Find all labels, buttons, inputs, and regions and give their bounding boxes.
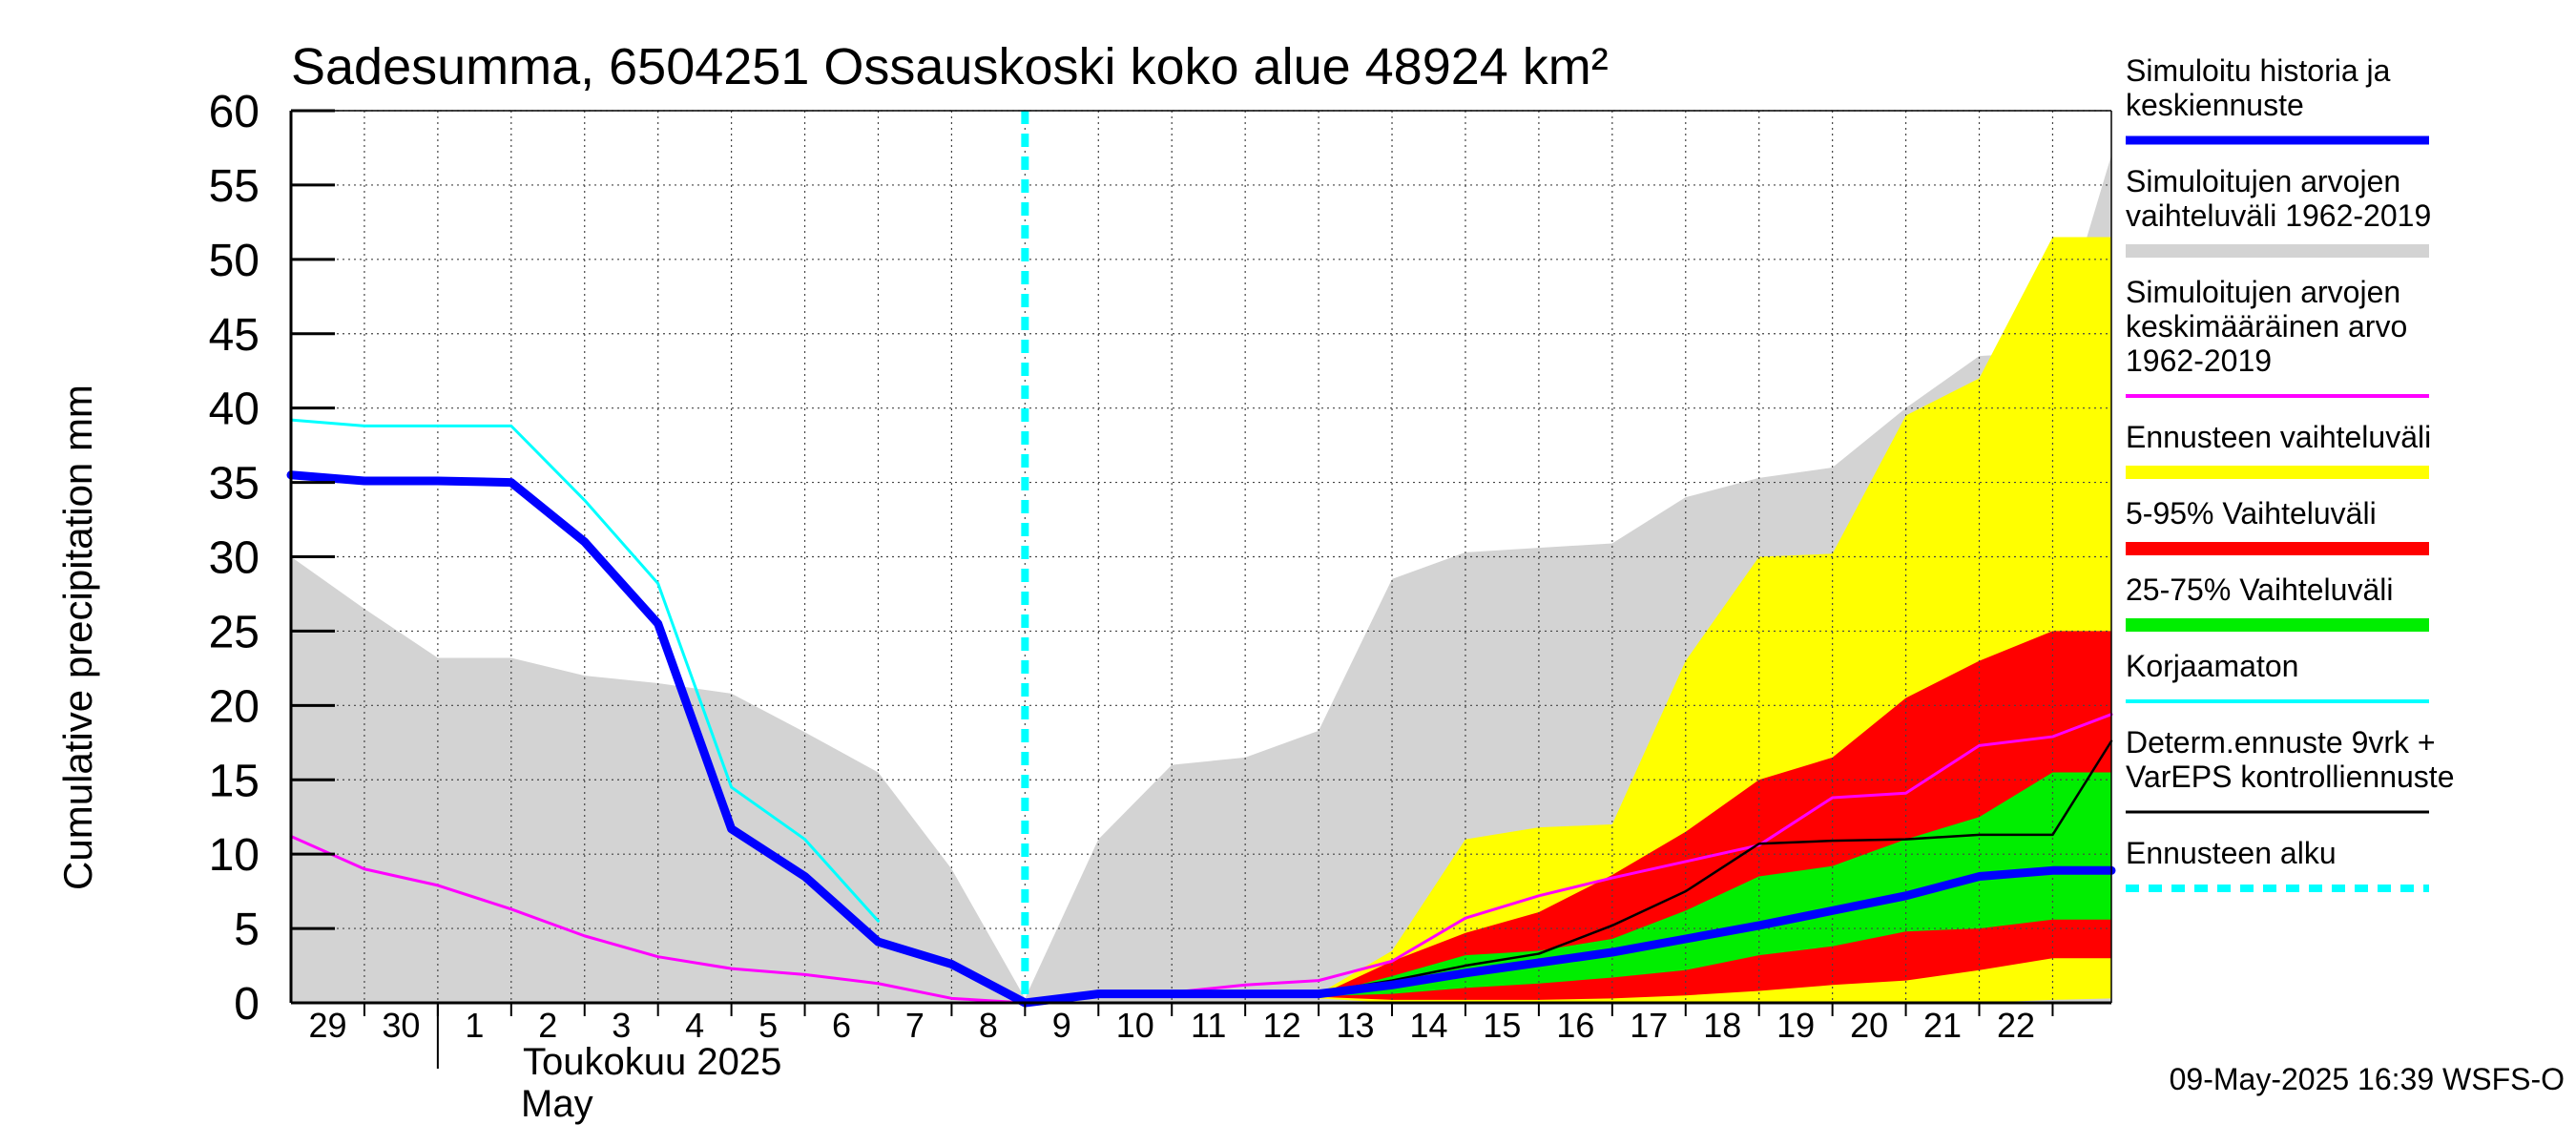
legend-label: Ennusteen alku: [2126, 836, 2337, 870]
legend-label: Simuloitu historia ja: [2126, 53, 2391, 88]
x-tick-label: 3: [612, 1006, 631, 1045]
legend-label: 1962-2019: [2126, 344, 2272, 378]
legend-label: VarEPS kontrolliennuste: [2126, 760, 2454, 794]
y-tick-label: 35: [209, 459, 260, 510]
x-tick-label: 20: [1850, 1006, 1888, 1045]
x-tick-label: 22: [1997, 1006, 2035, 1045]
x-tick-label: 8: [979, 1006, 998, 1045]
legend-label: 5-95% Vaihteluväli: [2126, 496, 2377, 531]
legend-label: keskiennuste: [2126, 88, 2304, 122]
legend-label: Determ.ennuste 9vrk +: [2126, 725, 2436, 760]
y-tick-label: 40: [209, 385, 260, 435]
y-tick-label: 25: [209, 607, 260, 657]
x-tick-label: 29: [308, 1006, 346, 1045]
legend-label: vaihteluväli 1962-2019: [2126, 198, 2431, 233]
legend-label: Simuloitujen arvojen: [2126, 275, 2400, 309]
x-tick-label: 9: [1052, 1006, 1071, 1045]
x-tick-label: 2: [538, 1006, 557, 1045]
x-axis-month-label-en: May: [521, 1083, 593, 1125]
series-line-uncorrected: [289, 418, 880, 923]
grid-layer: [291, 110, 2111, 1003]
x-tick-label: 19: [1776, 1006, 1815, 1045]
y-tick-label: 0: [234, 979, 260, 1030]
y-tick-label: 5: [234, 905, 260, 955]
y-tick-label: 45: [209, 310, 260, 361]
y-tick-label: 55: [209, 161, 260, 212]
y-tick-label: 60: [209, 87, 260, 137]
y-tick-label: 50: [209, 236, 260, 286]
series-line-history: [286, 470, 2116, 1008]
band-layer: [291, 155, 2111, 1004]
legend-label: Ennusteen vaihteluväli: [2126, 420, 2431, 454]
x-tick-label: 18: [1703, 1006, 1741, 1045]
x-tick-label: 12: [1263, 1006, 1301, 1045]
x-tick-label: 10: [1116, 1006, 1154, 1045]
legend-label: Korjaamaton: [2126, 649, 2298, 683]
x-tick-label: 17: [1630, 1006, 1668, 1045]
x-axis-month-label: Toukokuu 2025: [523, 1041, 781, 1083]
x-tick-label: 15: [1483, 1006, 1521, 1045]
x-tick-label: 6: [832, 1006, 851, 1045]
x-tick-label: 4: [685, 1006, 704, 1045]
x-tick-label: 13: [1337, 1006, 1375, 1045]
y-tick-label: 30: [209, 533, 260, 584]
x-tick-label: 5: [758, 1006, 778, 1045]
chart-title: Sadesumma, 6504251 Ossauskoski koko alue…: [291, 38, 1609, 95]
series-line-mean: [289, 713, 2113, 1005]
x-tick-label: 7: [905, 1006, 924, 1045]
timestamp: 09-May-2025 16:39 WSFS-O: [2170, 1062, 2565, 1096]
x-tick-label: 14: [1409, 1006, 1447, 1045]
legend-label: 25-75% Vaihteluväli: [2126, 572, 2393, 607]
series-line-layer: [286, 111, 2116, 1008]
y-tick-label: 10: [209, 830, 260, 881]
x-tick-label: 1: [465, 1006, 484, 1045]
y-tick-label: 15: [209, 756, 260, 806]
y-tick-label: 20: [209, 681, 260, 732]
legend-label: keskimääräinen arvo: [2126, 309, 2407, 344]
x-tick-label: 30: [382, 1006, 420, 1045]
legend-label: Simuloitujen arvojen: [2126, 164, 2400, 198]
x-tick-label: 11: [1191, 1006, 1226, 1045]
x-tick-label: 16: [1556, 1006, 1594, 1045]
x-tick-label: 21: [1923, 1006, 1962, 1045]
y-axis-label: Cumulative precipitation mm: [55, 385, 100, 890]
